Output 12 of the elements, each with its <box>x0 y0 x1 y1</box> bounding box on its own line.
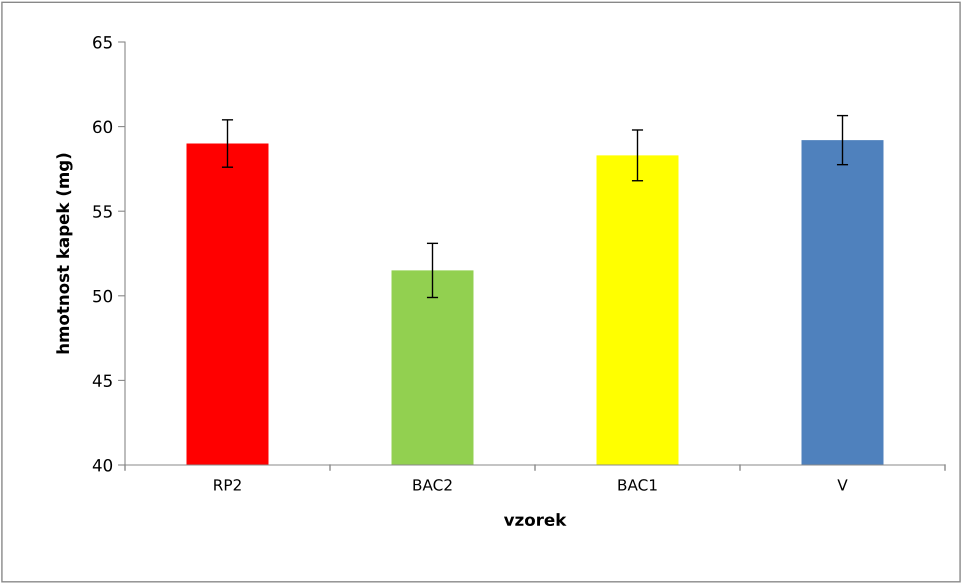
y-axis-title: hmotnost kapek (mg) <box>56 154 73 354</box>
y-tick-label: 50 <box>93 290 112 302</box>
y-tick-label: 40 <box>92 458 112 472</box>
x-tick-label: BAC2 <box>413 479 452 491</box>
x-tick-label: V <box>837 479 848 490</box>
x-axis-title: vzorek <box>504 513 567 526</box>
y-tick-label: 60 <box>93 120 112 134</box>
y-tick-label: 45 <box>92 374 112 387</box>
x-tick-label: BAC1 <box>618 479 657 491</box>
x-tick-label: RP2 <box>214 479 241 490</box>
y-tick-label: 65 <box>93 36 112 49</box>
y-tick-label: 55 <box>93 205 112 218</box>
